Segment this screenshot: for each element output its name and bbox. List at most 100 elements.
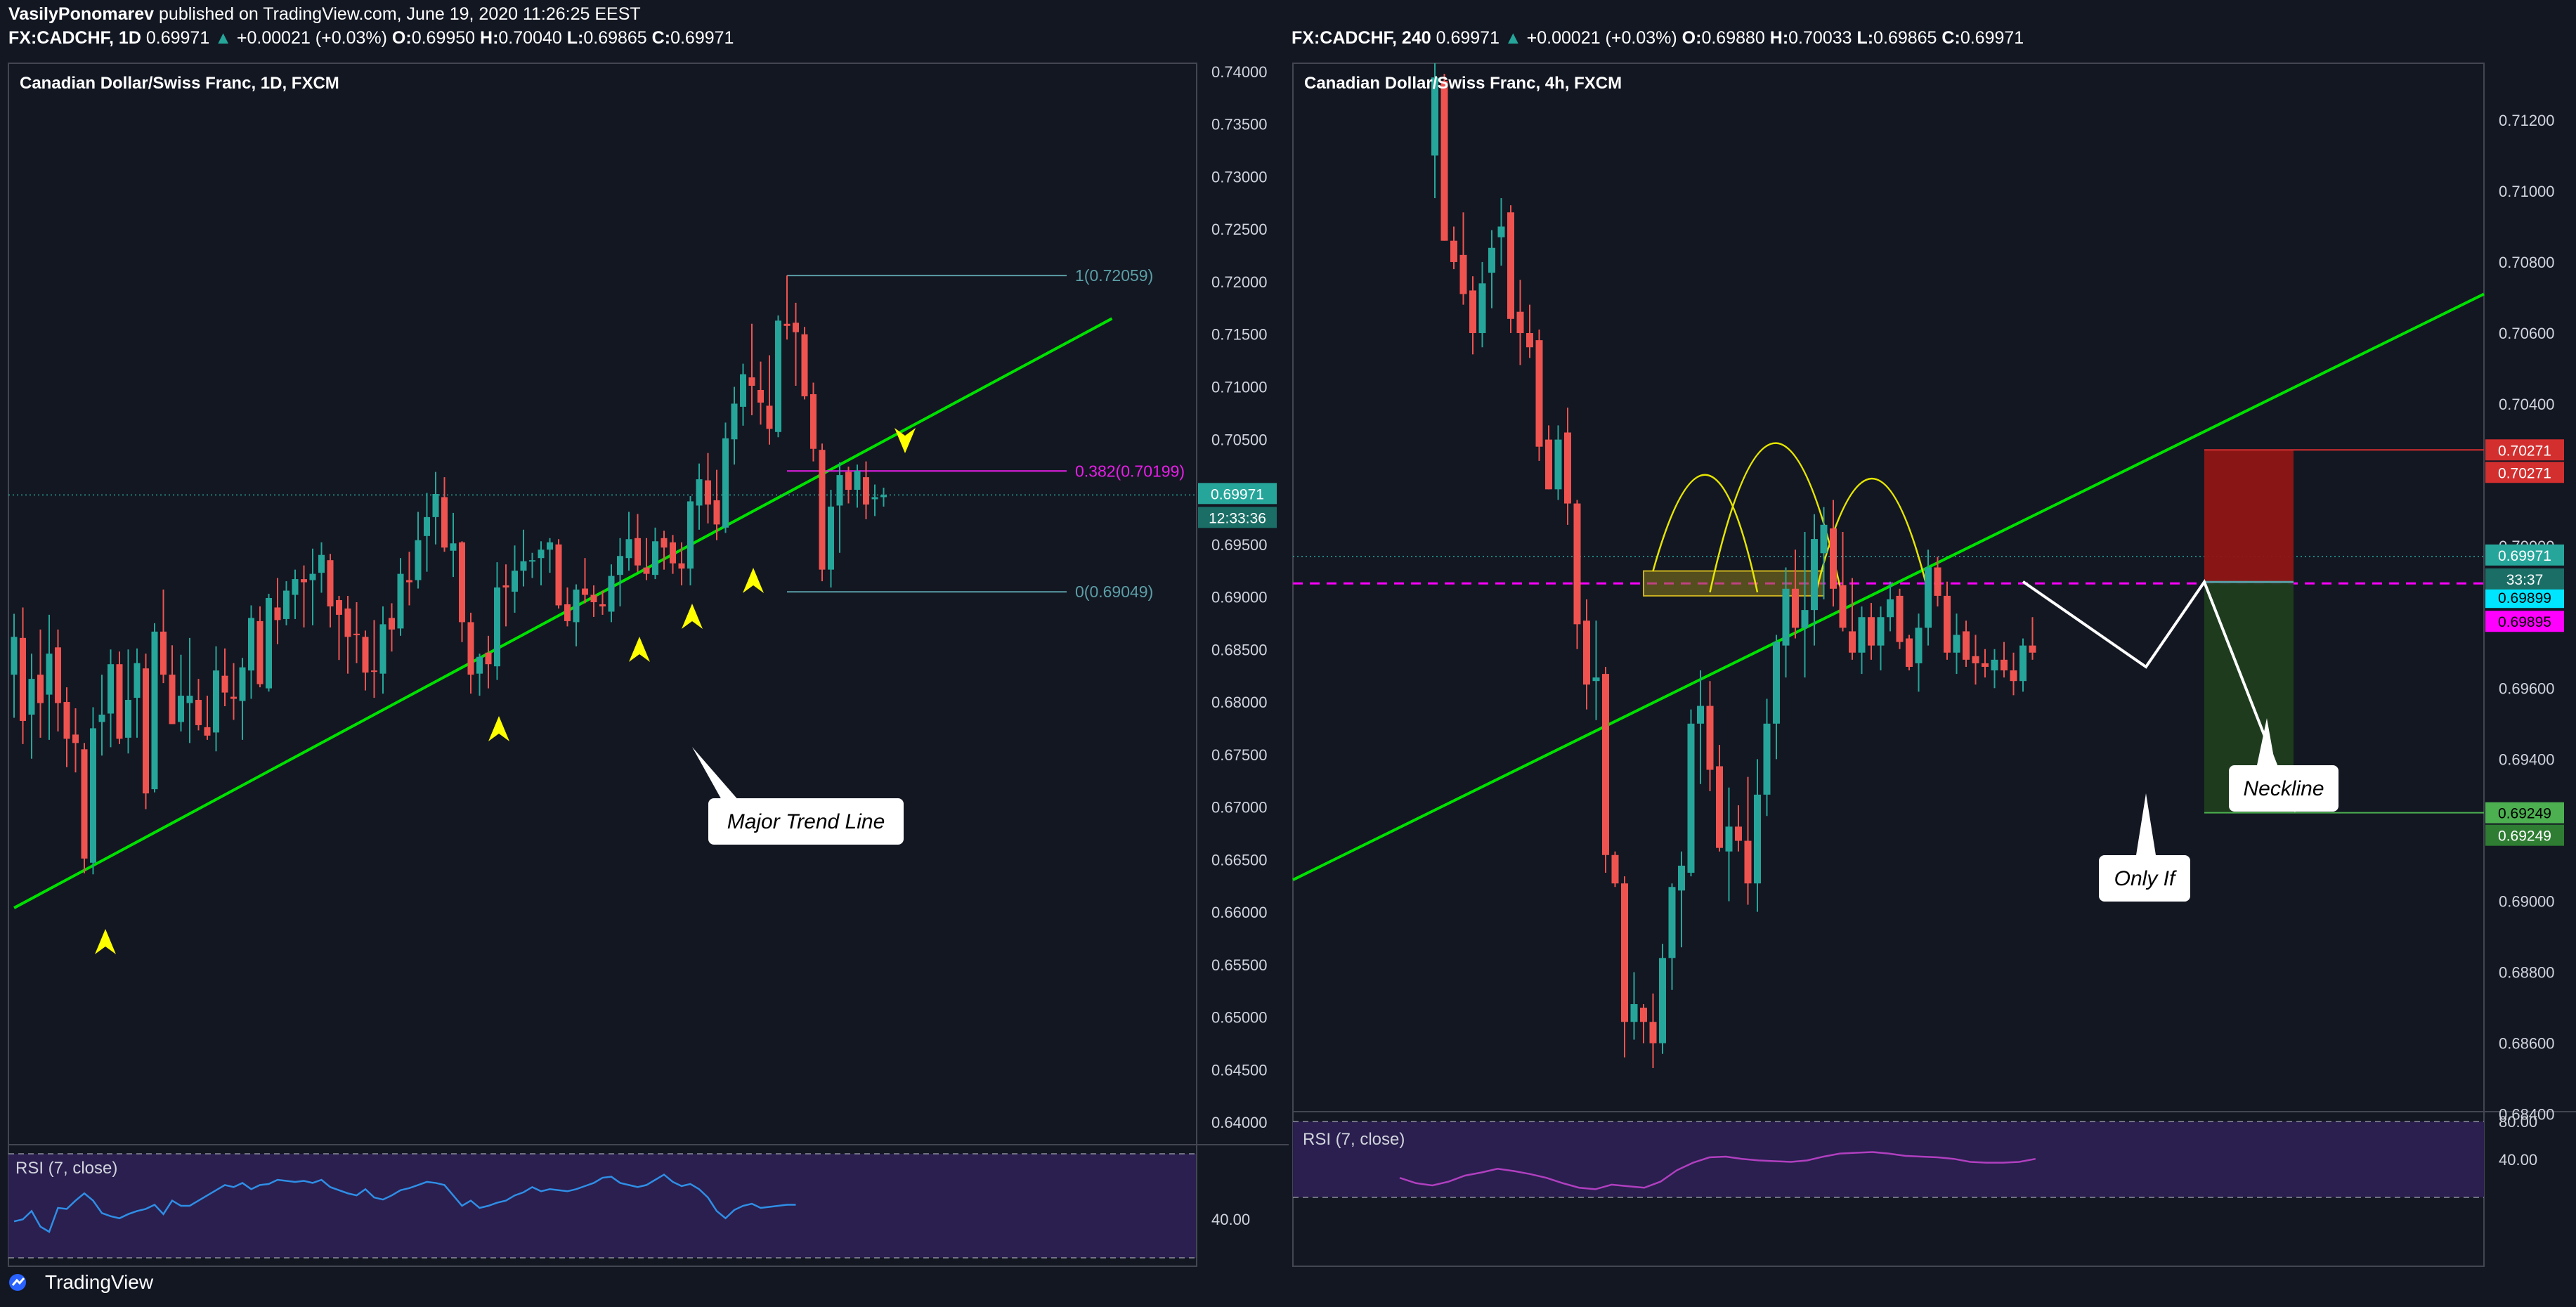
candle-up[interactable] (512, 571, 518, 592)
candle-up[interactable] (1782, 588, 1790, 646)
candle-up[interactable] (573, 590, 580, 623)
candle-down[interactable] (20, 637, 26, 721)
candle-down[interactable] (1545, 439, 1552, 490)
candle-up[interactable] (432, 493, 439, 517)
candle-up[interactable] (178, 696, 184, 722)
candle-down[interactable] (1896, 595, 1904, 642)
candle-down[interactable] (1611, 854, 1619, 884)
candle-up[interactable] (134, 663, 141, 698)
candle-up[interactable] (731, 403, 738, 440)
candle-down[interactable] (819, 450, 826, 570)
candle-up[interactable] (98, 714, 105, 722)
candle-down[interactable] (1535, 340, 1543, 447)
candle-up[interactable] (28, 679, 35, 715)
projected-path[interactable] (2022, 578, 2295, 811)
major-trend-line[interactable] (13, 317, 1113, 909)
candle-down[interactable] (1564, 432, 1571, 504)
candle-up[interactable] (379, 624, 386, 674)
candle-up[interactable] (1820, 524, 1828, 554)
rsi-line[interactable] (13, 1173, 796, 1233)
candle-up[interactable] (1478, 283, 1486, 334)
candle-up[interactable] (836, 475, 843, 506)
candle-up[interactable] (1497, 226, 1505, 238)
candle-down[interactable] (1469, 290, 1476, 334)
candle-up[interactable] (1431, 77, 1438, 156)
candle-up[interactable] (775, 320, 781, 432)
candle-up[interactable] (46, 654, 53, 695)
candle-up[interactable] (1725, 826, 1733, 852)
candle-up[interactable] (617, 556, 623, 576)
candle-down[interactable] (502, 585, 509, 588)
candle-down[interactable] (1602, 674, 1609, 855)
candle-up[interactable] (1858, 617, 1866, 653)
candle-down[interactable] (467, 622, 474, 675)
candle-down[interactable] (1649, 1022, 1657, 1043)
candle-down[interactable] (1621, 883, 1628, 1022)
chart-panel-daily[interactable]: 0.74000 0.73500 0.73000 0.72500 0.72000 0.715… (0, 59, 1289, 1270)
candle-up[interactable] (309, 573, 316, 580)
candle-down[interactable] (661, 538, 668, 548)
candle-up[interactable] (186, 696, 193, 703)
candle-up[interactable] (283, 590, 290, 619)
candle-down[interactable] (635, 538, 641, 566)
candle-down[interactable] (2029, 645, 2036, 653)
candle-down[interactable] (1440, 81, 1448, 241)
candle-down[interactable] (705, 480, 711, 505)
candle-up[interactable] (1697, 705, 1704, 724)
candle-up[interactable] (1678, 865, 1685, 891)
candle-up[interactable] (608, 576, 615, 612)
candle-down[interactable] (599, 604, 606, 606)
candle-down[interactable] (793, 323, 799, 332)
candle-down[interactable] (1963, 631, 1970, 660)
candle-down[interactable] (590, 594, 597, 602)
candle-up[interactable] (450, 543, 457, 551)
candle-up[interactable] (740, 374, 746, 407)
candle-up[interactable] (1763, 723, 1771, 795)
candle-up[interactable] (1754, 794, 1761, 884)
candle-up[interactable] (625, 539, 632, 559)
candle-up[interactable] (415, 540, 422, 580)
candle-up[interactable] (880, 495, 887, 498)
candle-up[interactable] (652, 541, 658, 576)
candle-up[interactable] (397, 573, 404, 629)
candle-down[interactable] (81, 749, 88, 859)
candle-down[interactable] (1944, 595, 1951, 653)
candle-up[interactable] (854, 471, 861, 490)
candle-up[interactable] (1887, 599, 1894, 618)
candle-up[interactable] (1915, 628, 1923, 663)
candle-down[interactable] (1830, 528, 1837, 589)
rising-trend-line[interactable] (1292, 292, 2485, 881)
candle-down[interactable] (195, 700, 202, 725)
candle-up[interactable] (547, 542, 553, 550)
candle-up[interactable] (722, 438, 729, 528)
candle-down[interactable] (1972, 656, 1979, 663)
candle-down[interactable] (757, 389, 764, 403)
candle-down[interactable] (143, 668, 149, 794)
candle-down[interactable] (204, 727, 211, 736)
candle-down[interactable] (810, 394, 817, 449)
candle-down[interactable] (274, 607, 281, 620)
candle-down[interactable] (1792, 588, 1799, 628)
candle-down[interactable] (353, 633, 360, 635)
candle-down[interactable] (389, 618, 395, 630)
candle-down[interactable] (643, 567, 650, 574)
candle-down[interactable] (63, 702, 70, 739)
candle-down[interactable] (2001, 659, 2008, 671)
tradingview-brand[interactable]: TradingView (7, 1268, 153, 1296)
candle-down[interactable] (670, 542, 676, 564)
candle-up[interactable] (108, 664, 114, 714)
candle-down[interactable] (582, 588, 588, 595)
candle-up[interactable] (1811, 539, 1818, 611)
candle-down[interactable] (1735, 826, 1742, 841)
candle-up[interactable] (125, 700, 131, 738)
candle-up[interactable] (871, 497, 878, 500)
candle-up[interactable] (687, 501, 694, 569)
candle-down[interactable] (362, 637, 369, 673)
candle-up[interactable] (1668, 887, 1676, 958)
candle-up[interactable] (1925, 567, 1932, 628)
candle-down[interactable] (371, 670, 377, 672)
candle-down[interactable] (783, 323, 791, 326)
candle-down[interactable] (344, 608, 351, 637)
candle-up[interactable] (1592, 677, 1600, 682)
candle-up[interactable] (529, 560, 535, 562)
